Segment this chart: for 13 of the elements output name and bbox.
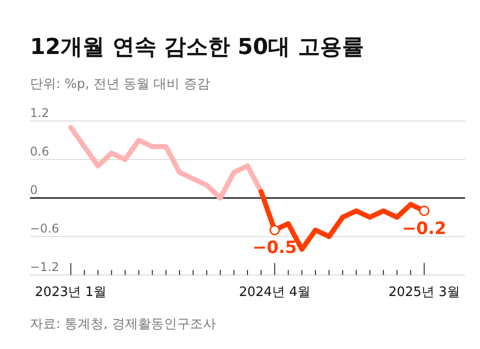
y-tick-label: −1.2	[30, 260, 60, 274]
x-tick-label: 2023년 1월	[35, 285, 107, 300]
y-tick-label: −0.6	[30, 222, 60, 236]
x-tick-label: 2025년 3월	[388, 285, 460, 300]
y-tick-label: 0.6	[30, 144, 50, 158]
y-tick-label: 0	[30, 183, 38, 197]
y-tick-label: 1.2	[30, 106, 50, 120]
chart-title: 12개월 연속 감소한 50대 고용률	[30, 35, 364, 60]
x-tick-label: 2024년 4월	[238, 285, 310, 300]
chart-subtitle: 단위: %p, 전년 동월 대비 증감	[30, 77, 210, 92]
text: 자료: 통계청, 경제활동인구조사	[30, 317, 216, 332]
data-label: −0.2	[402, 218, 446, 239]
data-label: −0.5	[252, 238, 297, 258]
